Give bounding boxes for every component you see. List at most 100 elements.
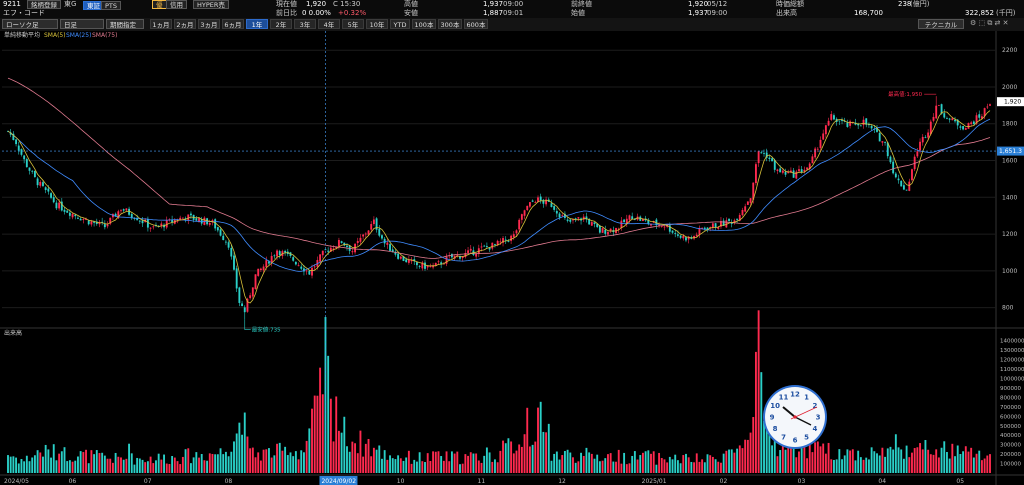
candle-body [157,225,160,227]
candle-body [60,201,63,211]
candle-body [746,201,749,205]
clock-center [793,415,797,419]
volume-bar [181,456,184,473]
volume-bar [278,442,281,473]
price-tick-label: 1400 [1002,194,1017,201]
volume-bar [781,438,784,473]
volume-bars [7,310,991,473]
period-button-1[interactable]: 2ヵ月 [174,19,196,29]
candle-body [781,170,784,173]
volume-bar [655,464,658,473]
period-button-7[interactable]: 4年 [318,19,340,29]
period-button-8[interactable]: 5年 [342,19,364,29]
candle-body [927,132,930,138]
volume-bar [421,461,424,473]
candle-body [870,125,873,129]
volume-bar [779,450,782,473]
crosshair-price-tag: 1,651.3 [999,148,1022,155]
volume-bar [830,459,833,473]
candle-body [364,233,367,235]
candle-body [28,167,31,171]
quote-value-low: 1,887 [483,9,504,17]
candle-body [499,241,502,243]
market-label: 東G [64,0,77,8]
period-button-6[interactable]: 3年 [294,19,316,29]
volume-bar [68,460,71,473]
period-button-12[interactable]: 300本 [438,19,462,29]
volume-bar [335,396,338,473]
volume-bar [437,451,440,473]
candle-body [389,244,391,251]
quote-extra-prev-close: 05/12 [707,0,728,8]
volume-bar [109,458,112,473]
watchlist-register-button[interactable]: 銘柄登録 [27,0,61,9]
volume-bar [31,457,34,473]
candle-body [695,234,698,237]
volume-bar [133,464,136,473]
candle-body [555,210,558,214]
volume-bar [566,449,569,473]
volume-bar [372,447,375,473]
volume-bar [529,446,531,473]
volume-bar [249,448,252,473]
volume-bar [262,449,265,473]
volume-bar [98,453,101,473]
period-button-10[interactable]: YTD [390,19,410,29]
toolbar-icons[interactable]: ⚙ ⬚ ⧉ ⇄ ✕ [970,19,1009,27]
candle-body [720,220,722,227]
candle-body [294,261,297,265]
period-button-9[interactable]: 10年 [366,19,388,29]
price-volume-chart[interactable]: 2200200018001600140012001000800140000013… [0,31,1024,485]
period-button-0[interactable]: 1ヵ月 [150,19,172,29]
volume-bar [477,460,480,473]
volume-bar [776,456,779,473]
volume-bar [160,459,163,473]
candle-body [176,220,179,222]
technical-button[interactable]: テクニカル [918,19,964,29]
candle-body [687,236,690,240]
volume-bar [878,455,881,473]
volume-bar [935,449,938,473]
volume-bar [693,462,695,473]
volume-bar [367,438,370,473]
volume-bar [706,454,709,473]
volume-bar [208,453,211,473]
candle-body [668,225,671,232]
period-button-2[interactable]: 3ヵ月 [198,19,220,29]
volume-bar [585,447,588,473]
volume-bar [760,372,763,473]
period-button-4[interactable]: 1年 [246,19,268,29]
volume-bar [725,450,728,473]
candle-body [768,157,771,160]
candle-body [908,181,911,191]
clock-numeral: 5 [804,433,809,441]
volume-tick-label: 800000 [1000,395,1021,401]
candle-body [975,115,978,124]
exchange-pts-button[interactable]: PTS [101,1,122,10]
candle-body [480,246,483,248]
volume-bar [12,456,15,473]
x-label: 10 [397,478,405,485]
candle-body [276,250,278,257]
candle-body [502,238,504,243]
volume-bar [822,443,825,473]
volume-bar [841,459,843,473]
volume-bar [962,451,965,473]
candle-body [149,227,152,229]
period-button-13[interactable]: 600本 [464,19,488,29]
volume-bar [144,462,147,473]
volume-bar [593,458,596,473]
current-price-tag-bg [997,97,1024,107]
volume-bar [612,461,615,473]
volume-bar [95,450,98,473]
volume-bar [163,454,165,473]
period-button-11[interactable]: 100本 [412,19,436,29]
margin-button[interactable]: 信用 [166,0,187,9]
hyper-sell-button[interactable]: HYPER売 [193,0,229,9]
interval-select[interactable]: 日足 [60,19,104,29]
range-mode-select[interactable]: 期間指定 [106,19,144,29]
chart-type-select[interactable]: ローソク足 [2,19,58,29]
period-button-3[interactable]: 6ヵ月 [222,19,244,29]
candle-body [313,266,316,268]
period-button-5[interactable]: 2年 [270,19,292,29]
